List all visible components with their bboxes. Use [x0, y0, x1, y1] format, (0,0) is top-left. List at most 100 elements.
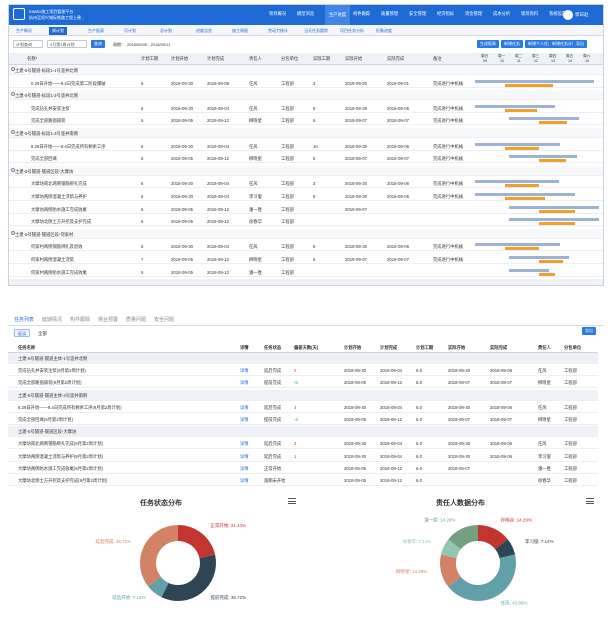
nav-item-7[interactable]: 资金管理 — [465, 11, 483, 16]
collapse-icon[interactable] — [11, 130, 15, 134]
action-button-1[interactable]: 新增任务 — [501, 40, 523, 48]
task-row[interactable]: 大摩坊北侧土方开挖及支护完成 6 2018-09-05 2018-09-12 徐春华 工程… — [9, 216, 603, 227]
detail-link[interactable]: 详情 — [240, 453, 249, 459]
detail-link[interactable]: 详情 — [240, 441, 249, 447]
slice-1[interactable] — [161, 554, 216, 601]
slice-0[interactable] — [178, 525, 216, 559]
task-row[interactable]: 大摩坊两侧混凝土浇筑与养护 6 2018-09-30 2018-09-04 李习俊 工程部… — [9, 191, 603, 201]
delay-filter-value[interactable]: 全部 — [38, 331, 47, 336]
slice-3[interactable] — [440, 554, 461, 587]
task-row[interactable]: 完成全部回填(9月第2周计划) 详情 提前完成 -3 2018-09-05 2018-09… — [8, 414, 598, 425]
slice-5[interactable] — [448, 525, 478, 550]
subtab-9[interactable]: 项目任务分析 — [340, 28, 364, 33]
collapse-icon[interactable] — [11, 167, 15, 172]
task-row[interactable]: 8.29日开始——9.4日完成所有剩余工序 6 2018-09-30 2018-09-… — [9, 141, 603, 151]
subtab-3[interactable]: 月计划 — [124, 28, 136, 33]
group-row[interactable]: 土建-5号隧道-隧道区段-大摩坊 — [9, 165, 603, 176]
action-button-3[interactable]: 新增任务计划 — [549, 40, 579, 48]
task-row[interactable]: 完成钻孔并安装注浆(9月第2周计划) 详情 延后完成 2 2018-09-30 2018-… — [8, 365, 598, 377]
action-button-4[interactable]: 导出 — [573, 40, 587, 48]
chart1-menu-icon[interactable] — [288, 498, 296, 504]
export-button[interactable]: 导出 — [582, 327, 596, 335]
task-row[interactable]: 完成全部路面铺装 6 2018-09-05 2018-09-12 柳晓星 工程部 6 2018… — [9, 115, 603, 126]
task-row[interactable]: 大摩坊两侧混凝土浇筑与养护(9月第2周计划) 详情 延后完成 1 2018-09-30 2… — [8, 451, 598, 462]
group-row[interactable]: 土建-5号隧道-隧道主体-1号竖井北侧 — [8, 353, 598, 364]
task-row[interactable]: 大摩坊北侧土方开挖及支护完成(9月第2周计划) 详情 逾期未开始 2018-09-05… — [8, 475, 598, 486]
subtab-4[interactable]: 总计划 — [160, 28, 172, 33]
horizontal-scrollbar[interactable] — [9, 279, 603, 285]
slice-3[interactable] — [140, 525, 178, 587]
task-tab-4[interactable]: 质量问题 — [126, 317, 147, 323]
detail-link[interactable]: 详情 — [240, 368, 249, 374]
nav-item-9[interactable]: 现场资料 — [521, 11, 539, 16]
subtab-2[interactable]: 生产报表 — [88, 28, 104, 33]
grid-cell: 完成进行中机械 — [433, 156, 464, 162]
nav-item-0[interactable]: 项目概况 — [269, 11, 287, 16]
task-row[interactable]: 大摩坊两侧防水施工完成收尾(9月第2周计划) 详情 正常开始 2018-09-05 20… — [8, 463, 598, 474]
detail-link[interactable]: 详情 — [240, 380, 249, 386]
subtab-7[interactable]: 劳动力统计 — [268, 28, 288, 33]
group-row[interactable]: 土建-5号隧道-标段1-3号竖井南侧 — [9, 128, 603, 138]
task-row[interactable]: 0.29日开始——9.4日完成第二阶段爆破 6 2018-09-30 2018-09-… — [9, 78, 603, 88]
detail-link[interactable]: 详情 — [240, 404, 249, 410]
task-tab-1[interactable]: 延期情况 — [42, 317, 63, 323]
nav-item-2[interactable]: 生产进度 — [325, 5, 351, 25]
detail-link[interactable]: 详情 — [240, 417, 249, 422]
collapse-icon[interactable] — [11, 67, 15, 71]
collapse-icon[interactable] — [11, 230, 15, 235]
subtab-0[interactable]: 生产概况 — [16, 28, 32, 33]
group-row[interactable]: 土建-5号隧道-隧道主体-3号竖井南侧 — [8, 389, 598, 401]
slice-1[interactable] — [495, 539, 516, 559]
nav-item-5[interactable]: 安全管理 — [409, 11, 427, 16]
slice-2[interactable] — [148, 576, 169, 598]
subtab-1[interactable]: 周计划 — [49, 27, 67, 35]
task-row[interactable]: 大摩坊南北两侧钢筋绑扎完成(9月第2周计划) 详情 延后完成 3 2018-09-30 2… — [8, 438, 598, 450]
query-button[interactable]: 查询 — [91, 40, 105, 48]
chart2-menu-icon[interactable] — [586, 498, 594, 504]
task-row[interactable]: 完成全部回填 6 2018-09-05 2018-09-12 柳晓星 工程部 5 2018-0… — [9, 153, 603, 164]
table-cell: 2018-09-07 — [490, 417, 512, 422]
task-row[interactable]: 何家村两侧混凝土浇筑 7 2018-09-05 2018-09-12 柳晓星 工程部 5 20… — [9, 254, 603, 264]
subtab-10[interactable]: 形象进度 — [376, 28, 392, 33]
task-tab-2[interactable]: 构件跟踪 — [70, 317, 91, 323]
nav-item-8[interactable]: 成本分析 — [493, 11, 511, 16]
nav-item-1[interactable]: 模型浏览 — [297, 11, 315, 16]
task-row[interactable]: 大摩坊南北两侧钢筋绑扎完成 6 2018-09-30 2018-09-04 任风 工程部 3… — [9, 178, 603, 189]
delay-filter-button[interactable]: 延误 — [14, 329, 30, 337]
nav-item-6[interactable]: 经济指标 — [437, 11, 455, 16]
task-name: 何家村两侧混凝土浇筑 — [31, 257, 74, 262]
task-tab-5[interactable]: 安全问题 — [154, 317, 175, 323]
avatar[interactable] — [563, 10, 573, 20]
user-name[interactable]: 郭日赵 — [575, 12, 589, 17]
collapse-icon[interactable] — [11, 92, 15, 97]
detail-link[interactable]: 详情 — [240, 478, 249, 483]
action-button-0[interactable]: 生成报表 — [477, 40, 499, 48]
slice-0[interactable] — [478, 525, 508, 550]
group-row[interactable]: 土建-5号隧道-隧道区段-何家村 — [9, 228, 603, 239]
nav-item-10[interactable]: 系统设置 — [549, 11, 567, 16]
detail-link[interactable]: 详情 — [240, 465, 249, 471]
grid-cell: 工程部 — [281, 269, 294, 275]
task-tab-3[interactable]: 塔台预警 — [98, 317, 119, 323]
task-row[interactable]: 8.29日开始——9.4日完成所有剩余工序(9月第2周计划) 详情 延后完成 4 201… — [8, 402, 598, 413]
grid-cell: 工程部 — [281, 257, 294, 262]
group-row[interactable]: 土建-5号隧道-标段1-2号竖井北侧 — [9, 90, 603, 101]
slice-2[interactable] — [448, 554, 516, 601]
group-row[interactable]: 土建-5号隧道-标段1-1号竖井北侧 — [9, 65, 603, 75]
nav-item-4[interactable]: 质量管理 — [381, 11, 399, 16]
table-cell: 4 — [294, 404, 297, 410]
nav-item-3[interactable]: 构件跟踪 — [353, 11, 371, 16]
task-row[interactable]: 大摩坊两侧防水施工完成收尾 6 2018-09-05 2018-09-12 潘一胜 工程部… — [9, 204, 603, 214]
task-row[interactable]: 何家村两侧防水施工完成收尾 6 2018-09-05 2018-09-12 潘一胜 工程部 — [9, 267, 603, 277]
task-row[interactable]: 完成钻孔并安装注浆 6 2018-09-30 2018-09-04 任风 工程部 9 2018… — [9, 103, 603, 113]
week-select[interactable]: 9月第2周计划 — [47, 40, 87, 48]
task-row[interactable]: 完成全部路面铺装(9月第2周计划) 详情 提前完成 -5 2018-09-05 2018-… — [8, 377, 598, 389]
subtab-5[interactable]: 进度总览 — [196, 28, 212, 33]
subtab-6[interactable]: 施工周报 — [232, 28, 248, 33]
plan-select[interactable]: 计划查询 — [13, 40, 43, 48]
task-row[interactable]: 何家村两侧钢筋绑扎及验收 6 2018-09-30 2018-09-04 任风 工程部 9 2… — [9, 241, 603, 252]
action-button-2[interactable]: 新增个人任务 — [525, 40, 555, 48]
subtab-8[interactable]: 当天任务跟踪 — [304, 28, 328, 33]
group-row[interactable]: 土建-5号隧道-隧道区段-大摩坊 — [8, 426, 598, 438]
slice-4[interactable] — [440, 539, 461, 559]
